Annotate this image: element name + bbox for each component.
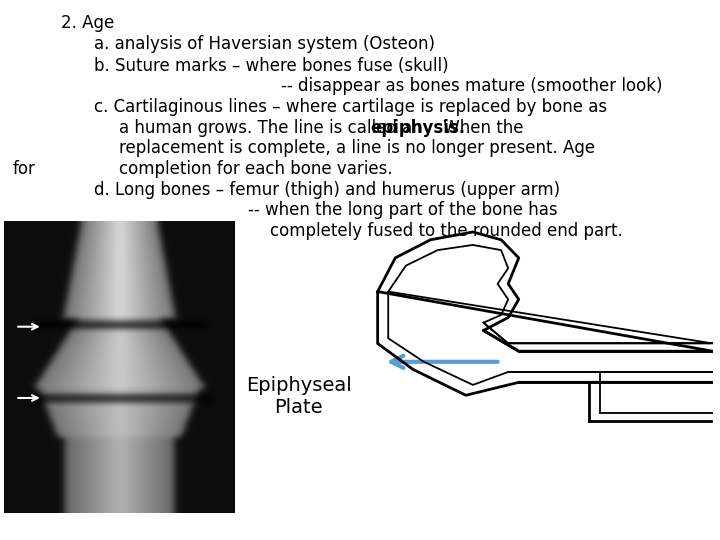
Text: b. Suture marks – where bones fuse (skull): b. Suture marks – where bones fuse (skul… — [94, 57, 449, 75]
Text: epiphysis.: epiphysis. — [370, 119, 465, 137]
Text: When the: When the — [438, 119, 523, 137]
Text: -- when the long part of the bone has: -- when the long part of the bone has — [248, 201, 558, 219]
Text: for: for — [12, 160, 35, 178]
Text: a. analysis of Haversian system (Osteon): a. analysis of Haversian system (Osteon) — [94, 35, 435, 53]
Text: completely fused to the rounded end part.: completely fused to the rounded end part… — [270, 222, 623, 240]
Text: a human grows. The line is called an: a human grows. The line is called an — [119, 119, 428, 137]
Text: c. Cartilaginous lines – where cartilage is replaced by bone as: c. Cartilaginous lines – where cartilage… — [94, 98, 607, 116]
Text: Epiphyseal
Plate: Epiphyseal Plate — [246, 376, 351, 417]
Text: 2. Age: 2. Age — [61, 14, 114, 31]
Text: completion for each bone varies.: completion for each bone varies. — [119, 160, 392, 178]
Text: replacement is complete, a line is no longer present. Age: replacement is complete, a line is no lo… — [119, 139, 595, 157]
Text: d. Long bones – femur (thigh) and humerus (upper arm): d. Long bones – femur (thigh) and humeru… — [94, 181, 559, 199]
Text: -- disappear as bones mature (smoother look): -- disappear as bones mature (smoother l… — [281, 77, 662, 95]
